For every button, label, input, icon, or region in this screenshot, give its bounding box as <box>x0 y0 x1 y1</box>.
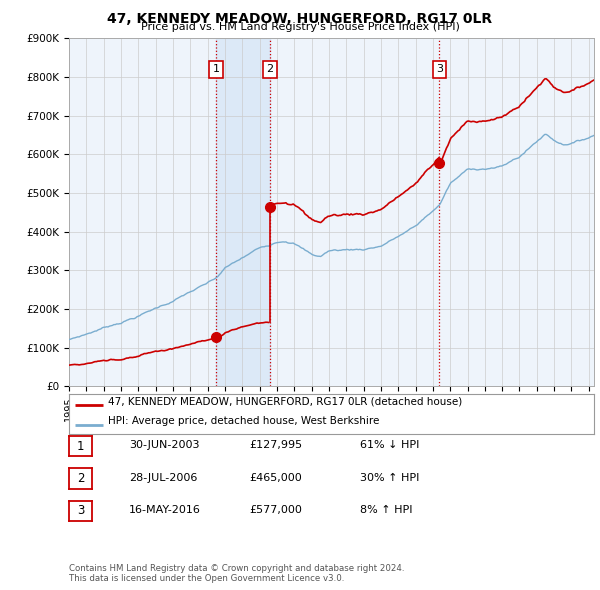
Text: 8% ↑ HPI: 8% ↑ HPI <box>360 506 413 515</box>
Text: £577,000: £577,000 <box>249 506 302 515</box>
Bar <box>216 38 269 386</box>
Text: 30-JUN-2003: 30-JUN-2003 <box>129 441 199 450</box>
Text: £127,995: £127,995 <box>249 441 302 450</box>
Text: 30% ↑ HPI: 30% ↑ HPI <box>360 473 419 483</box>
Text: 47, KENNEDY MEADOW, HUNGERFORD, RG17 0LR (detached house): 47, KENNEDY MEADOW, HUNGERFORD, RG17 0LR… <box>109 396 463 407</box>
Text: 61% ↓ HPI: 61% ↓ HPI <box>360 441 419 450</box>
Text: Price paid vs. HM Land Registry's House Price Index (HPI): Price paid vs. HM Land Registry's House … <box>140 22 460 32</box>
Text: 3: 3 <box>436 64 443 74</box>
Text: 28-JUL-2006: 28-JUL-2006 <box>129 473 197 483</box>
Text: 16-MAY-2016: 16-MAY-2016 <box>129 506 201 515</box>
Text: 2: 2 <box>77 472 84 485</box>
Text: £465,000: £465,000 <box>249 473 302 483</box>
Text: Contains HM Land Registry data © Crown copyright and database right 2024.: Contains HM Land Registry data © Crown c… <box>69 564 404 573</box>
Text: 47, KENNEDY MEADOW, HUNGERFORD, RG17 0LR: 47, KENNEDY MEADOW, HUNGERFORD, RG17 0LR <box>107 12 493 26</box>
Text: 3: 3 <box>77 504 84 517</box>
Text: 2: 2 <box>266 64 273 74</box>
Text: HPI: Average price, detached house, West Berkshire: HPI: Average price, detached house, West… <box>109 417 380 427</box>
Text: This data is licensed under the Open Government Licence v3.0.: This data is licensed under the Open Gov… <box>69 574 344 583</box>
Text: 1: 1 <box>77 440 84 453</box>
Text: 1: 1 <box>213 64 220 74</box>
